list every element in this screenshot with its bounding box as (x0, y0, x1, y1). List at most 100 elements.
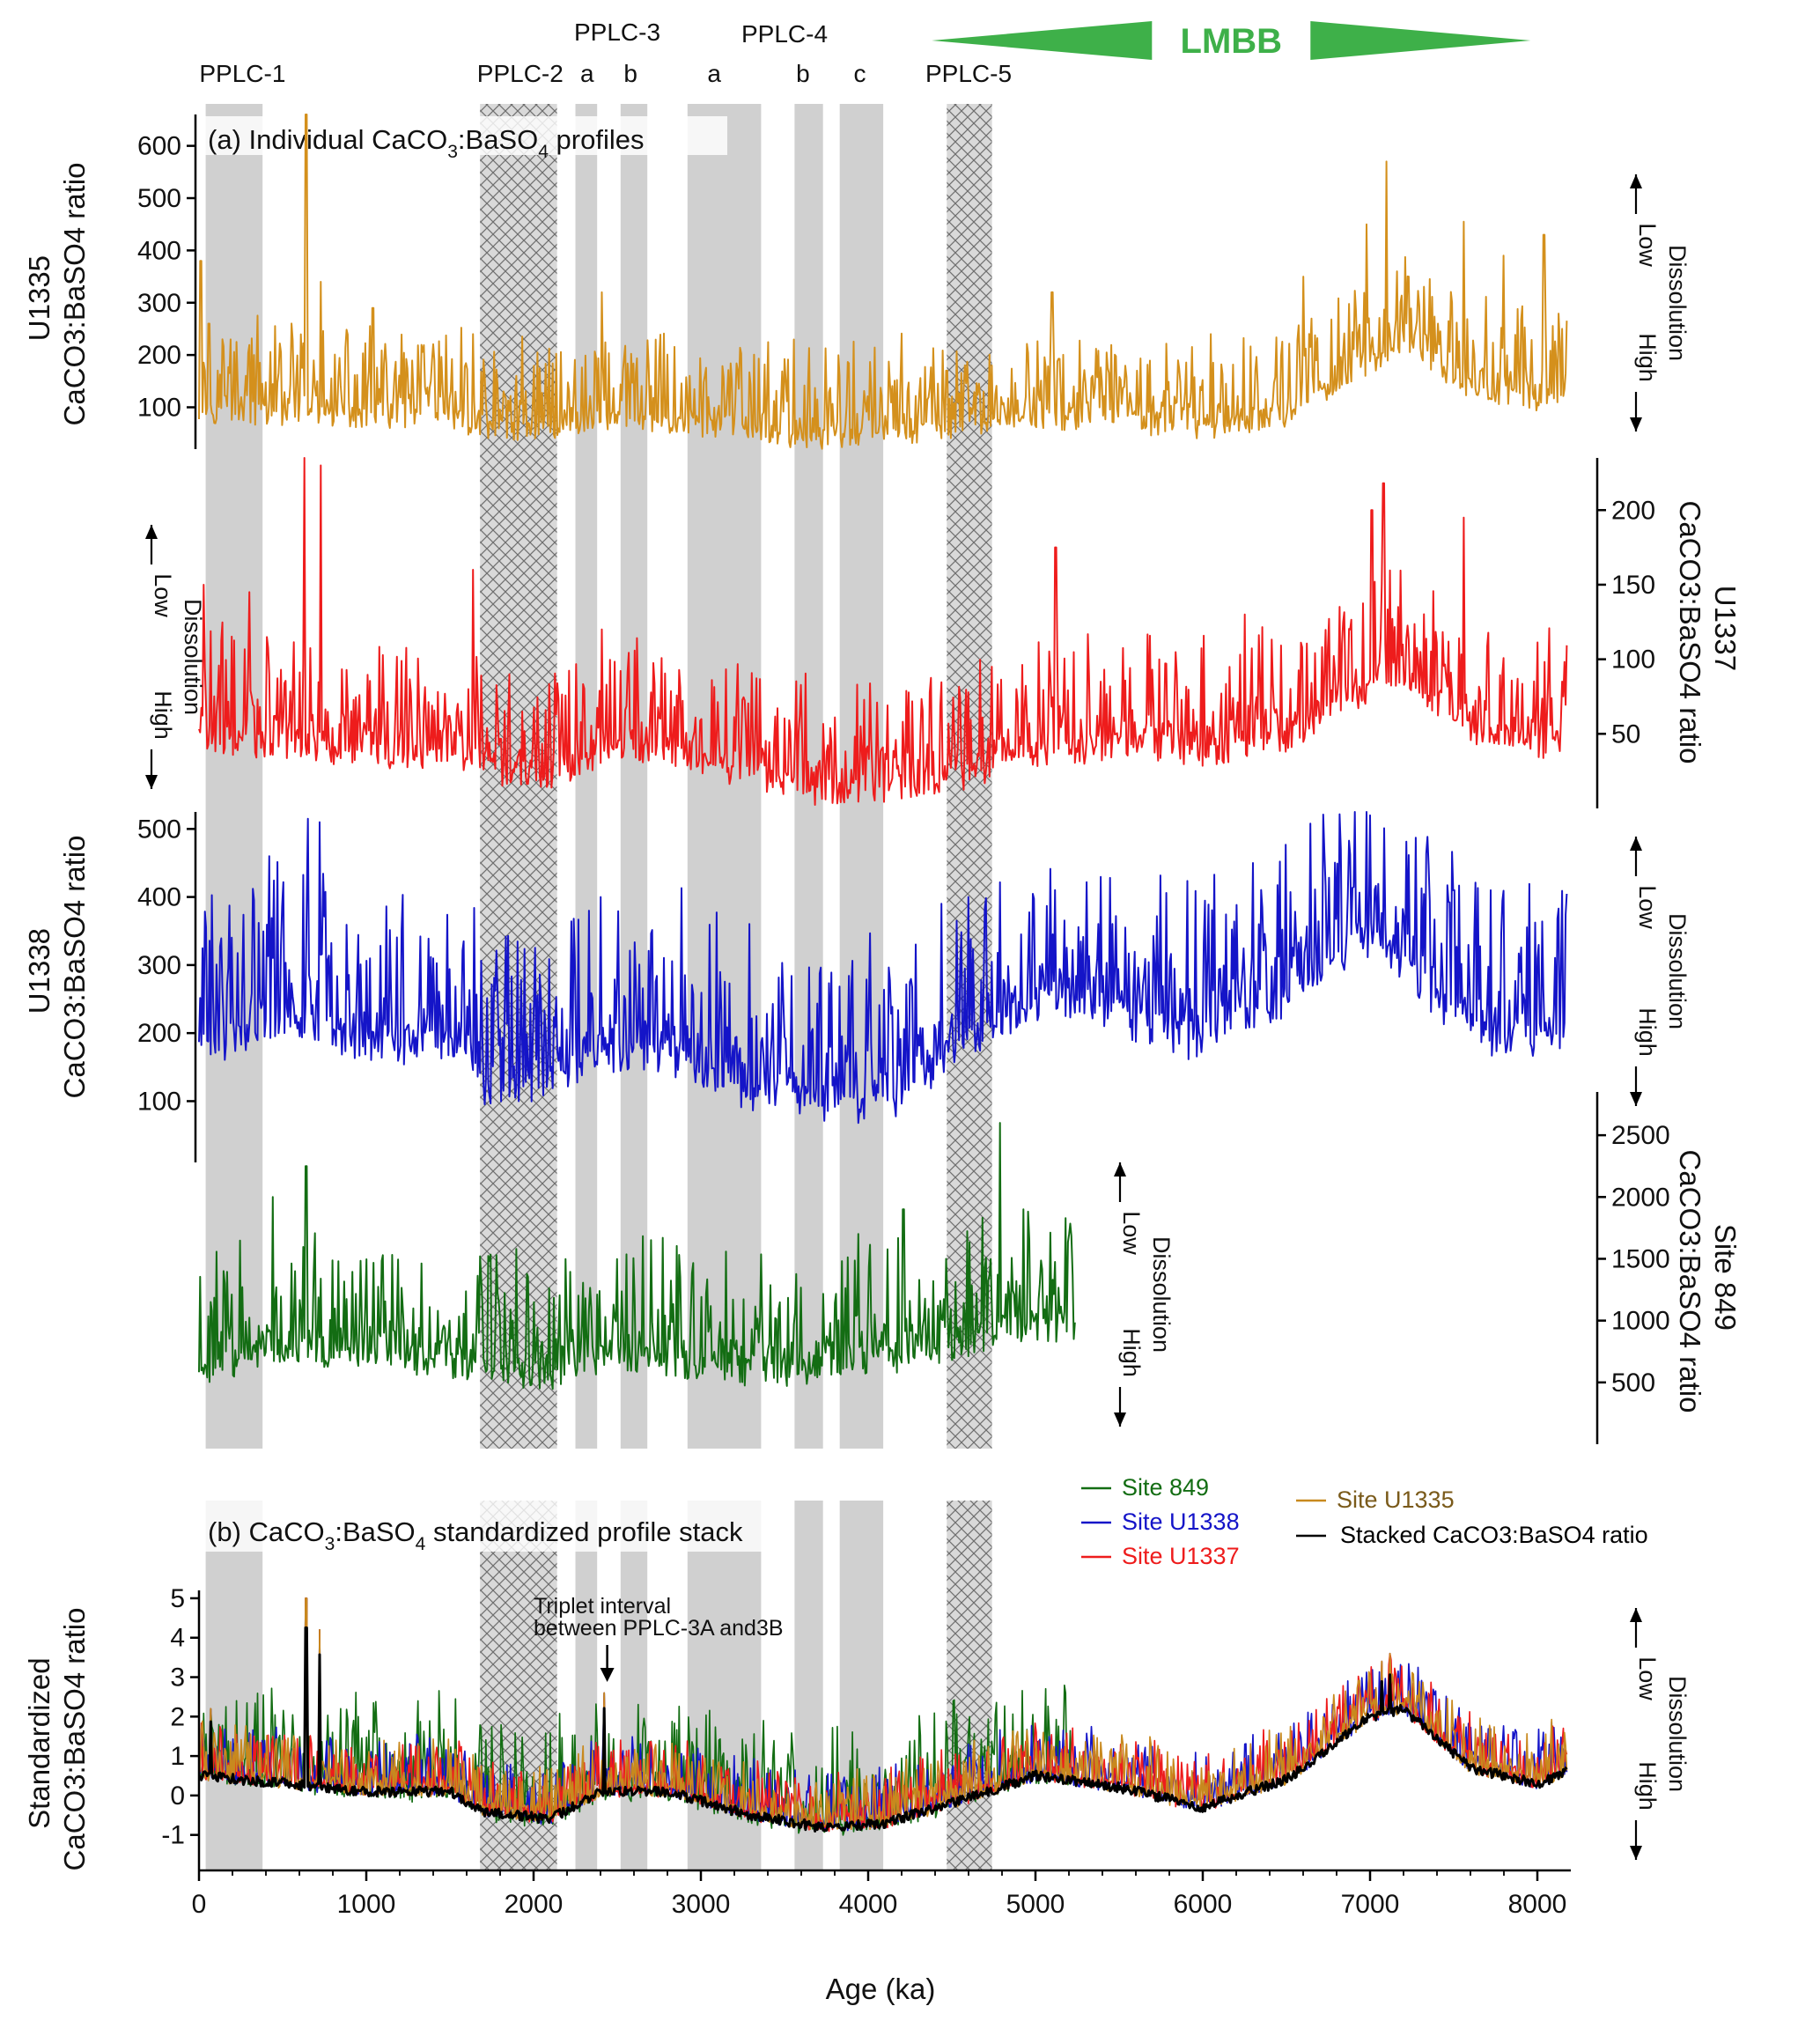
zone-label-8: c (854, 60, 866, 87)
pplc-zones (205, 104, 992, 1870)
panel-a-sub3: 3 (447, 142, 458, 162)
stack-y-title-line1: Standardized (23, 1657, 55, 1828)
zone-pplc-3a-panel-b (575, 1501, 598, 1870)
y-tick-label-0-5: 600 (137, 132, 181, 161)
zone-pplc-3b-panel-b (620, 1501, 648, 1870)
y-tick-label-0-1: 200 (137, 341, 181, 370)
annotation-arrow-head (600, 1668, 615, 1682)
x-tick-label-3: 3000 (672, 1890, 731, 1919)
y-tick-label-3-0: 500 (1611, 1368, 1655, 1398)
zone-label-9: PPLC-5 (925, 60, 1012, 87)
y-tick-label-4-3: 2 (170, 1702, 185, 1731)
dissolution-low-stack: Low (1634, 1656, 1661, 1700)
y-tick-label-1-3: 200 (1611, 496, 1655, 525)
legend-label-1: Site U1338 (1122, 1508, 1240, 1535)
legend-label-0: Site 849 (1122, 1474, 1209, 1501)
triplet-annotation: Triplet interval between PPLC-3A and3B (534, 1594, 784, 1682)
x-tick-label-8: 8000 (1508, 1890, 1567, 1919)
zone-label-5: PPLC-4 (741, 20, 828, 48)
dissolution-high-u1335: High (1634, 333, 1661, 382)
panel-a-label-bg (201, 116, 727, 155)
zone-label-7: b (796, 60, 810, 87)
zone-pplc-4a-panel-a (687, 104, 762, 1449)
zone-pplc-3b-panel-a (620, 104, 648, 1449)
lmbb-label: LMBB (1181, 22, 1283, 61)
panel-b-suffix: standardized profile stack (425, 1516, 743, 1547)
zone-label-6: a (707, 60, 721, 87)
zone-labels: PPLC-1 PPLC-2 a PPLC-3 b PPLC-4 a b c PPLC-5 (199, 18, 1012, 87)
y-tick-label-3-3: 2000 (1611, 1183, 1670, 1212)
x-tick-label-6: 6000 (1174, 1890, 1233, 1919)
y-tick-label-0-4: 500 (137, 184, 181, 213)
stack-series-site-u1335 (198, 1597, 1568, 1831)
legend-label-3: Site U1335 (1337, 1486, 1455, 1513)
dissolution-title-u1335: Dissolution (1664, 245, 1691, 361)
series-line-849 (198, 1122, 1076, 1390)
stack-y-title-line2: CaCO3:BaSO4 ratio (58, 1608, 91, 1871)
dissolution-down-head-u1338 (1630, 1092, 1642, 1106)
panel-b-label: (b) CaCO3:BaSO4 standardized profile sta… (208, 1516, 743, 1554)
site849-y-title-line1: Site 849 (1709, 1224, 1742, 1331)
x-tick-label-1: 1000 (337, 1890, 396, 1919)
u1338-y-title-line1: U1338 (23, 928, 55, 1014)
dissolution-up-head-u1337 (145, 525, 158, 539)
zone-pplc-2-panel-a (480, 104, 557, 1449)
x-tick-label-7: 7000 (1341, 1890, 1400, 1919)
legend: Site 849 Site U1338 Site U1337 Site U1335 St… (1081, 1474, 1648, 1569)
u1335-y-title: U1335 CaCO3:BaSO4 ratio (23, 163, 91, 426)
u1338-y-title-line2: CaCO3:BaSO4 ratio (58, 836, 91, 1099)
dissolution-up-head-u1335 (1630, 174, 1642, 188)
panel-b-label-bg (201, 1501, 780, 1552)
annotation-line1: Triplet interval (534, 1594, 671, 1619)
panel-a-mid: :BaSO (458, 124, 538, 155)
y-tick-label-1-2: 150 (1611, 571, 1655, 600)
dissolution-high-stack: High (1634, 1761, 1661, 1811)
panel-b-sub4: 4 (416, 1534, 426, 1554)
u1337-y-title: U1337 CaCO3:BaSO4 ratio (1674, 501, 1742, 764)
y-tick-label-4-4: 3 (170, 1663, 185, 1693)
dissolution-indicator-stack: Low High Dissolution (1630, 1608, 1691, 1860)
stack-y-title: Standardized CaCO3:BaSO4 ratio (23, 1608, 91, 1871)
x-tick-label-4: 4000 (839, 1890, 898, 1919)
dissolution-low-u1338: Low (1634, 885, 1661, 929)
zone-label-0: PPLC-1 (199, 60, 285, 87)
y-tick-label-4-6: 5 (170, 1584, 185, 1613)
zone-label-1: PPLC-2 (477, 60, 564, 87)
panel-a-prefix: (a) Individual CaCO (208, 124, 447, 155)
dissolution-low-u1337: Low (150, 573, 176, 617)
series-line-u1335 (198, 114, 1568, 450)
dissolution-low-site849: Low (1118, 1211, 1145, 1255)
stack-series-stacked-caco3-baso4-ratio (197, 1626, 1568, 1833)
dissolution-up-head-site849 (1114, 1162, 1126, 1176)
y-tick-label-0-2: 300 (137, 289, 181, 318)
y-tick-label-2-2: 300 (137, 951, 181, 980)
y-tick-label-0-0: 100 (137, 394, 181, 423)
panel-b-sub3: 3 (325, 1534, 335, 1554)
zone-label-2: a (580, 60, 594, 87)
series-line-u1337 (198, 457, 1568, 806)
panel-a-suffix: profiles (549, 124, 645, 155)
x-tick-label-2: 2000 (505, 1890, 564, 1919)
site849-y-title: Site 849 CaCO3:BaSO4 ratio (1674, 1150, 1742, 1413)
dissolution-indicator-u1337: Low High Dissolution (145, 525, 206, 789)
u1335-y-title-line1: U1335 (23, 255, 55, 341)
y-tick-label-3-1: 1000 (1611, 1307, 1670, 1336)
dissolution-down-head-site849 (1114, 1412, 1126, 1427)
dissolution-indicator-site849: Low High Dissolution (1114, 1162, 1175, 1427)
series-line-u1338 (198, 811, 1568, 1125)
y-tick-label-3-4: 2500 (1611, 1121, 1670, 1150)
u1335-y-title-line2: CaCO3:BaSO4 ratio (58, 163, 91, 426)
dissolution-title-u1337: Dissolution (180, 599, 206, 715)
dissolution-high-site849: High (1118, 1328, 1145, 1377)
lmbb-banner: LMBB (932, 21, 1531, 61)
zone-label-3: PPLC-3 (574, 18, 660, 46)
y-tick-label-2-3: 400 (137, 883, 181, 912)
x-tick-label-5: 5000 (1006, 1890, 1065, 1919)
zone-pplc-5-panel-b (947, 1501, 992, 1870)
legend-label-4: Stacked CaCO3:BaSO4 ratio (1340, 1522, 1648, 1548)
u1338-y-title: U1338 CaCO3:BaSO4 ratio (23, 836, 91, 1099)
zone-pplc-1-panel-a (205, 104, 263, 1449)
y-tick-label-2-0: 100 (137, 1087, 181, 1116)
